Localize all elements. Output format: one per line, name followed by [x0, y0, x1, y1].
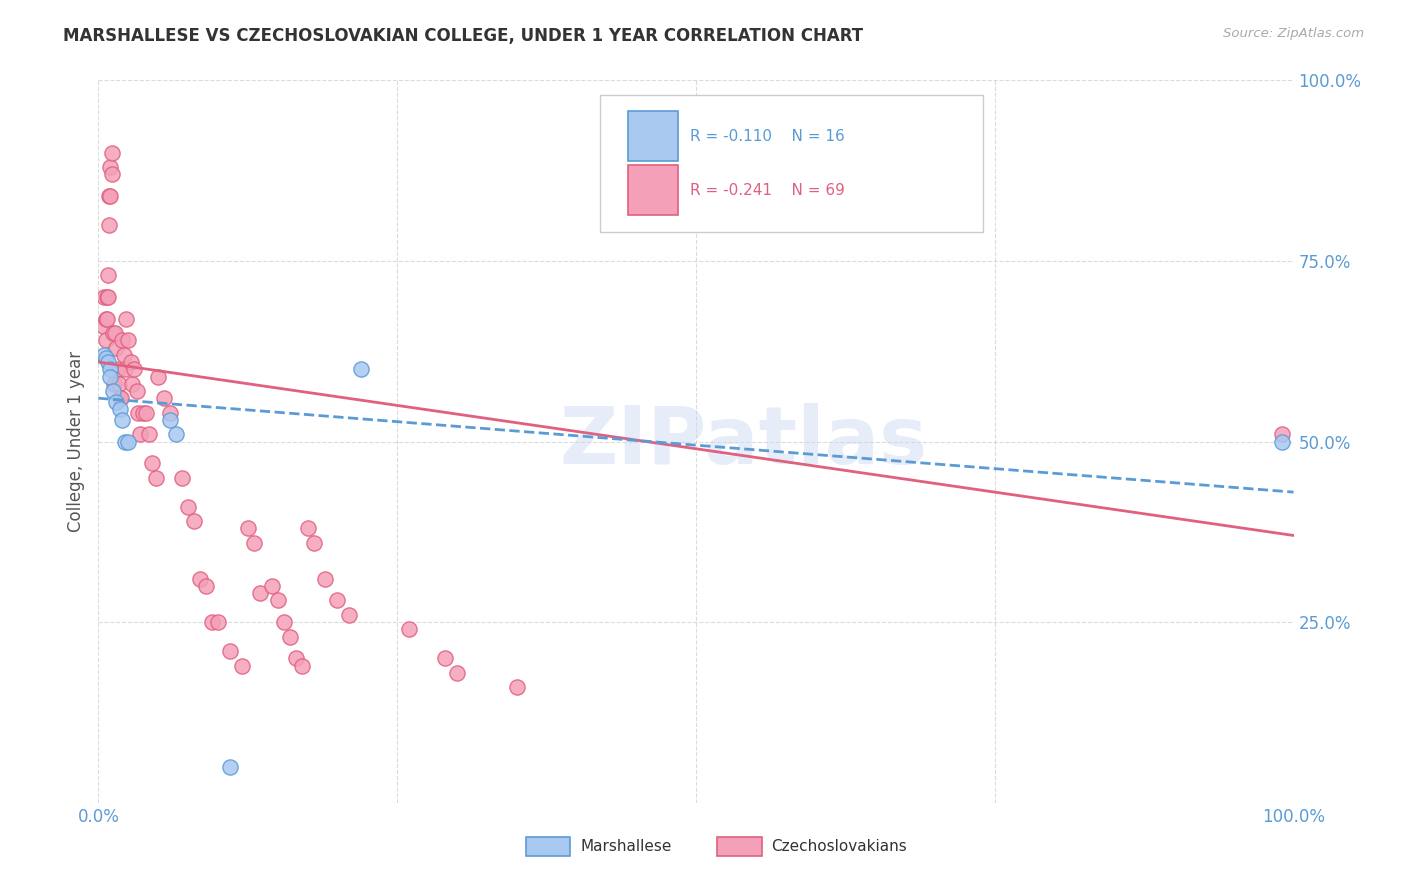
Point: [201, 615, 224, 630]
Point: [110, 391, 132, 405]
Point: [236, 521, 259, 535]
Point: [93, 290, 115, 304]
Point: [141, 456, 163, 470]
Point: [104, 326, 127, 340]
Point: [267, 593, 290, 607]
Point: [188, 572, 211, 586]
Point: [260, 579, 283, 593]
FancyBboxPatch shape: [526, 837, 571, 855]
Point: [98, 218, 121, 232]
Point: [93, 348, 115, 362]
Point: [350, 362, 373, 376]
Point: [91, 318, 114, 333]
Y-axis label: College, Under 1 year: College, Under 1 year: [66, 351, 84, 533]
Point: [117, 334, 139, 348]
Point: [183, 514, 205, 528]
Point: [207, 615, 229, 630]
Point: [100, 167, 122, 181]
Point: [326, 593, 349, 607]
Text: ZIPatlas: ZIPatlas: [560, 402, 928, 481]
Point: [273, 615, 295, 630]
Point: [291, 658, 314, 673]
Point: [219, 644, 242, 658]
Point: [108, 391, 131, 405]
Point: [97, 290, 120, 304]
Point: [434, 651, 457, 665]
Point: [105, 394, 128, 409]
Point: [98, 369, 122, 384]
Point: [115, 311, 138, 326]
Text: Source: ZipAtlas.com: Source: ZipAtlas.com: [1223, 27, 1364, 40]
Point: [96, 311, 118, 326]
Point: [135, 406, 157, 420]
Point: [96, 290, 118, 304]
Point: [111, 413, 134, 427]
Point: [153, 391, 176, 405]
Point: [284, 651, 307, 665]
Point: [1271, 427, 1294, 442]
Point: [249, 586, 271, 600]
Text: MARSHALLESE VS CZECHOSLOVAKIAN COLLEGE, UNDER 1 YEAR CORRELATION CHART: MARSHALLESE VS CZECHOSLOVAKIAN COLLEGE, …: [63, 27, 863, 45]
Point: [138, 427, 160, 442]
Point: [98, 189, 121, 203]
Point: [125, 384, 148, 398]
Point: [159, 406, 181, 420]
Point: [97, 268, 120, 283]
Point: [105, 341, 128, 355]
Point: [107, 362, 129, 376]
Point: [114, 434, 136, 449]
Point: [101, 384, 124, 398]
Point: [165, 427, 187, 442]
Point: [339, 607, 361, 622]
Point: [1271, 434, 1294, 449]
Point: [98, 160, 122, 174]
Point: [127, 406, 149, 420]
Point: [98, 362, 122, 376]
Point: [94, 334, 117, 348]
Point: [112, 348, 135, 362]
Point: [177, 500, 200, 514]
Point: [108, 402, 131, 417]
Point: [297, 521, 319, 535]
Point: [145, 470, 167, 484]
Point: [148, 369, 170, 384]
Point: [172, 470, 194, 484]
FancyBboxPatch shape: [600, 95, 983, 232]
Point: [278, 630, 301, 644]
Point: [398, 623, 420, 637]
Point: [129, 427, 152, 442]
FancyBboxPatch shape: [628, 112, 678, 161]
Point: [98, 189, 122, 203]
Point: [315, 572, 337, 586]
Text: Marshallese: Marshallese: [581, 838, 672, 854]
Point: [120, 355, 142, 369]
Point: [101, 326, 124, 340]
Point: [100, 145, 122, 160]
Point: [243, 535, 266, 549]
Point: [107, 376, 129, 391]
Point: [97, 355, 120, 369]
Point: [111, 334, 134, 348]
Point: [94, 311, 117, 326]
Point: [117, 434, 139, 449]
Point: [195, 579, 218, 593]
Point: [302, 535, 325, 549]
Text: Czechoslovakians: Czechoslovakians: [772, 838, 907, 854]
Point: [446, 665, 468, 680]
Point: [131, 406, 153, 420]
Text: R = -0.110    N = 16: R = -0.110 N = 16: [690, 128, 845, 144]
FancyBboxPatch shape: [717, 837, 762, 855]
Point: [114, 362, 136, 376]
Point: [103, 376, 125, 391]
Point: [94, 351, 117, 366]
Point: [121, 376, 143, 391]
Text: R = -0.241    N = 69: R = -0.241 N = 69: [690, 183, 845, 198]
Point: [159, 413, 181, 427]
Point: [124, 362, 146, 376]
Point: [506, 680, 529, 694]
Point: [219, 760, 242, 774]
Point: [231, 658, 253, 673]
FancyBboxPatch shape: [628, 165, 678, 215]
